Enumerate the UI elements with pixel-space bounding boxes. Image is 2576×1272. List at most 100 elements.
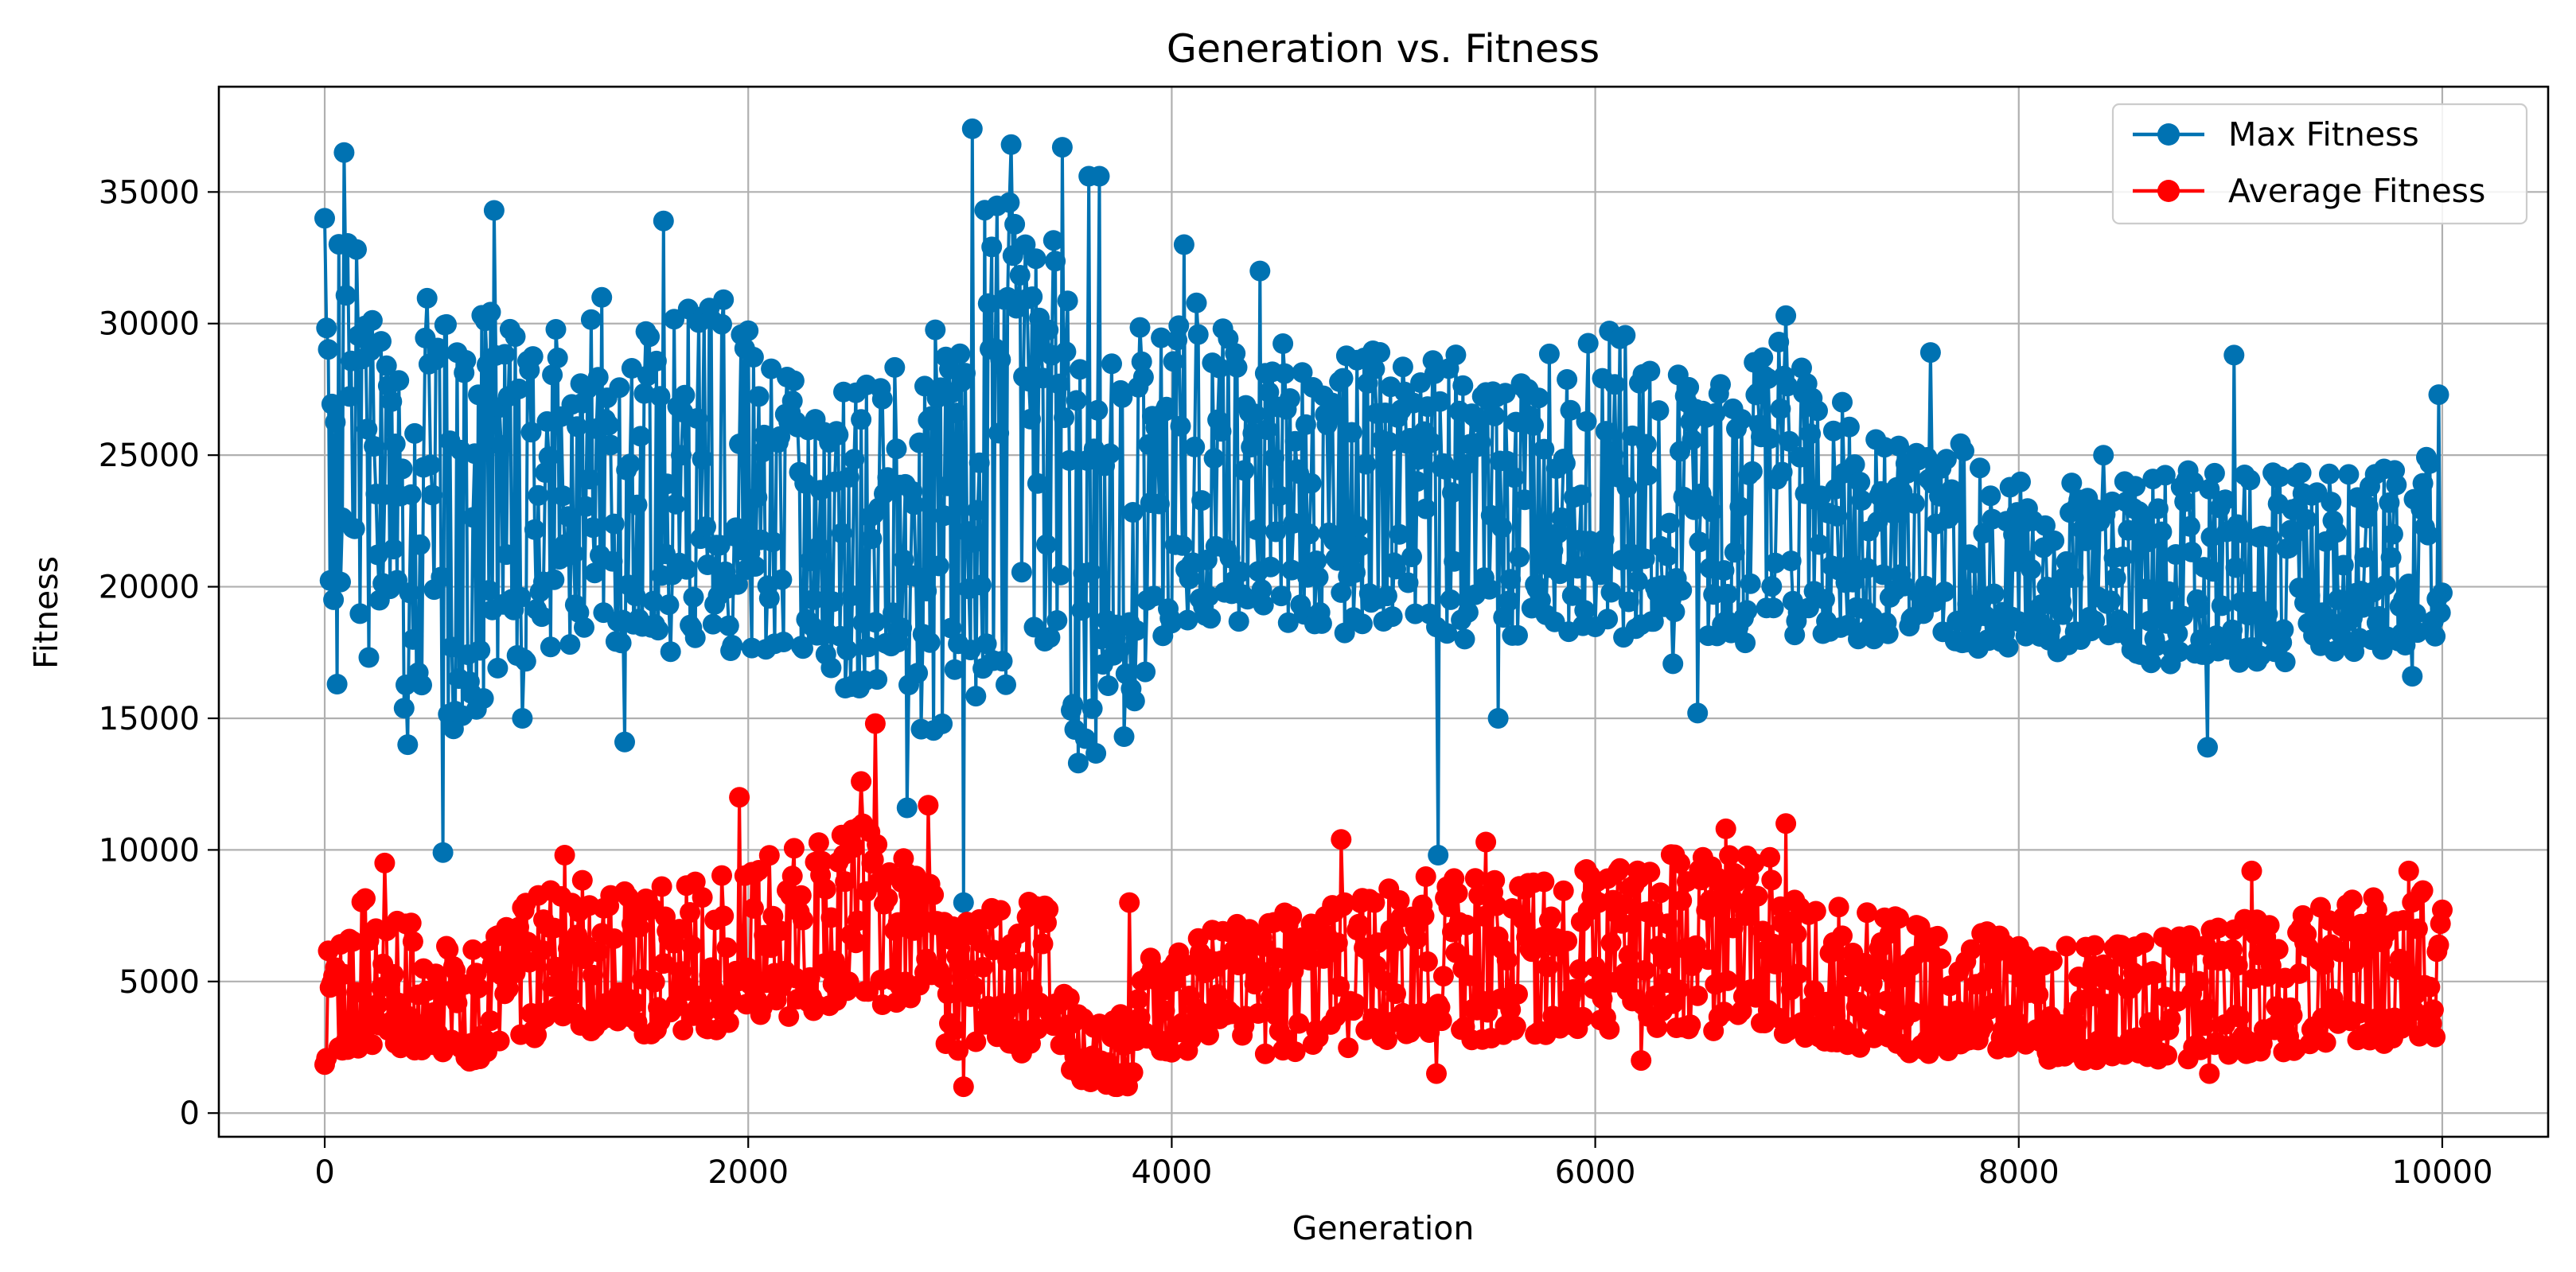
data-point-max-fitness (1284, 430, 1306, 452)
data-point-max-fitness (1943, 503, 1964, 524)
data-point-max-fitness (1351, 613, 1373, 635)
data-point-max-fitness (761, 358, 782, 379)
data-point-average-fitness (990, 900, 1011, 921)
data-point-max-fitness (473, 688, 494, 709)
data-point-max-fitness (933, 505, 955, 527)
data-point-max-fitness (711, 313, 732, 335)
data-point-max-fitness (1370, 342, 1391, 363)
data-point-max-fitness (1295, 414, 1316, 435)
data-point-max-fitness (2167, 623, 2188, 644)
data-point-max-fitness (2215, 489, 2236, 511)
data-point-average-fitness (1671, 890, 1693, 912)
data-point-max-fitness (1638, 465, 1659, 486)
data-point-max-fitness (1615, 325, 1636, 346)
legend-label-max-fitness: Max Fitness (2228, 115, 2419, 154)
data-point-max-fitness (1934, 581, 1955, 602)
data-point-average-fitness (544, 917, 565, 939)
data-point-max-fitness (953, 892, 974, 913)
data-point-max-fitness (1440, 589, 1461, 610)
data-point-max-fitness (2125, 476, 2146, 497)
data-point-average-fitness (2419, 976, 2441, 998)
data-point-max-fitness (1657, 545, 1678, 566)
data-point-average-fitness (1667, 979, 1689, 1001)
data-point-max-fitness (1184, 436, 1206, 457)
data-point-max-fitness (1893, 575, 1915, 597)
data-point-max-fitness (1009, 265, 1031, 286)
data-point-max-fitness (1392, 356, 1413, 378)
data-point-max-fitness (653, 210, 674, 231)
data-point-max-fitness (674, 384, 696, 406)
data-point-average-fitness (1735, 905, 1756, 926)
data-point-max-fitness (1554, 453, 1576, 474)
data-point-max-fitness (1042, 230, 1064, 251)
data-point-average-fitness (1861, 973, 1883, 994)
data-point-max-fitness (1101, 353, 1122, 375)
data-point-max-fitness (1027, 473, 1048, 494)
data-point-max-fitness (1498, 590, 1519, 612)
data-point-average-fitness (713, 905, 735, 927)
data-point-average-fitness (1431, 1010, 1452, 1032)
data-point-max-fitness (932, 713, 953, 734)
plot-frame (217, 85, 2550, 1138)
data-point-max-fitness (1832, 391, 1853, 413)
data-point-average-fitness (399, 1006, 420, 1027)
data-point-max-fitness (1713, 560, 1735, 582)
data-point-average-fitness (2313, 954, 2335, 975)
data-point-max-fitness (1051, 137, 1073, 158)
data-point-max-fitness (1364, 358, 1385, 379)
data-point-max-fitness (867, 669, 888, 690)
data-point-average-fitness (583, 964, 604, 986)
data-point-max-fitness (658, 594, 680, 616)
x-tick-label: 6000 (1555, 1154, 1636, 1191)
data-point-average-fitness (2208, 917, 2229, 939)
data-point-max-fitness (2183, 472, 2204, 493)
data-point-max-fitness (1025, 248, 1046, 270)
data-point-average-fitness (820, 907, 842, 928)
data-point-max-fitness (1039, 627, 1061, 648)
data-point-max-fitness (696, 516, 716, 538)
data-point-max-fitness (1809, 534, 1830, 555)
data-point-average-fitness (400, 912, 422, 934)
data-point-max-fitness (478, 580, 500, 601)
data-point-average-fitness (1387, 930, 1409, 951)
data-point-max-fitness (2257, 603, 2278, 624)
data-point-max-fitness (1389, 523, 1410, 545)
data-point-max-fitness (1036, 534, 1057, 555)
data-point-max-fitness (1122, 502, 1144, 523)
data-point-average-fitness (1631, 1050, 1652, 1072)
data-point-max-fitness (2232, 523, 2254, 544)
data-point-average-fitness (1800, 996, 1822, 1017)
data-point-average-fitness (1761, 869, 1783, 891)
data-point-average-fitness (342, 931, 364, 952)
data-point-average-fitness (1805, 901, 1826, 922)
data-point-max-fitness (1775, 305, 1797, 326)
data-point-average-fitness (1307, 1027, 1329, 1048)
data-point-max-fitness (1099, 443, 1120, 465)
data-point-max-fitness (1067, 753, 1089, 774)
data-point-max-fitness (729, 434, 750, 454)
data-point-max-fitness (1348, 516, 1370, 538)
x-tick-label: 2000 (707, 1154, 789, 1191)
data-point-average-fitness (684, 871, 706, 893)
data-point-average-fitness (2222, 939, 2243, 960)
x-tick-label: 10000 (2391, 1154, 2492, 1191)
data-point-average-fitness (681, 935, 703, 956)
data-point-max-fitness (1108, 640, 1129, 662)
data-point-max-fitness (462, 507, 484, 528)
data-point-average-fitness (711, 865, 732, 886)
data-point-max-fitness (1283, 512, 1304, 534)
data-point-max-fitness (544, 569, 565, 590)
data-point-max-fitness (999, 192, 1020, 213)
data-point-max-fitness (2258, 527, 2280, 548)
data-point-average-fitness (1697, 949, 1719, 971)
data-point-max-fitness (579, 469, 600, 490)
data-point-max-fitness (1523, 414, 1544, 436)
data-point-max-fitness (665, 493, 687, 515)
data-point-max-fitness (871, 388, 893, 410)
data-point-average-fitness (1248, 1003, 1269, 1024)
data-point-max-fitness (496, 544, 517, 566)
data-point-max-fitness (542, 364, 563, 386)
data-point-max-fitness (2105, 567, 2126, 589)
data-point-max-fitness (1020, 408, 1041, 430)
